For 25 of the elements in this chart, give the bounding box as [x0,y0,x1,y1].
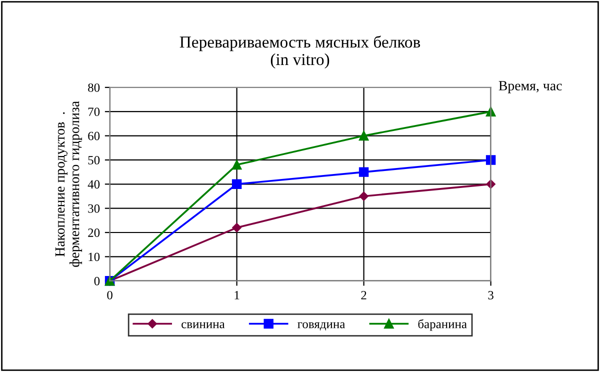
y-tick-label: 60 [88,132,100,140]
point [358,167,369,177]
y-tick-label: 40 [88,180,100,189]
x-tick-label: 2 [361,290,366,300]
legend-label: баранина [418,319,467,331]
y-tick-label: 10 [88,252,100,262]
x-axis-title: Время, час [498,81,562,94]
point [358,130,369,141]
legend-label: говядина [298,322,346,331]
point [232,160,242,170]
x-tick-label: 1 [234,291,240,300]
x-tick-label: 3 [488,290,494,300]
y-tick-label: 50 [88,156,100,164]
legend-label: свинина [182,322,225,328]
y-tick-label: 0 [94,276,100,286]
point [232,179,242,189]
chart-title: Перевариваемость мясных белков (in vitro) [180,36,420,69]
point [232,223,242,232]
x-tick-label: 0 [107,290,112,300]
y-tick-label: 80 [88,83,100,92]
y-tick-label: 70 [88,108,100,116]
y-axis-title: Накопление продуктов . ферментативного гидролиза [55,101,82,267]
point [359,192,368,201]
y-tick-label: 30 [88,204,100,213]
y-tick-label: 20 [88,228,100,237]
